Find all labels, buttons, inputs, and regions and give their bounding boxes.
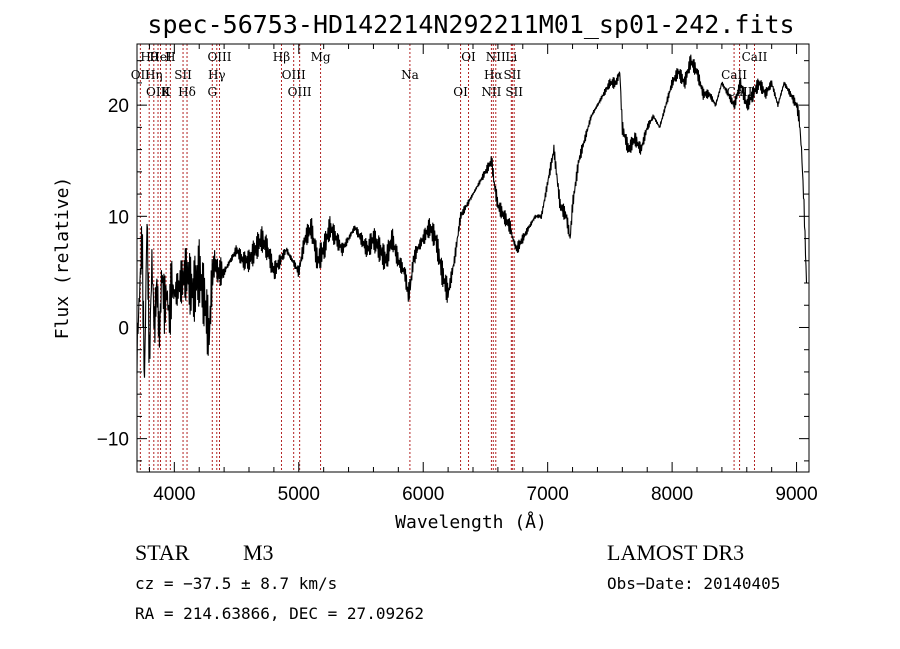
- spectral-line-label: G: [207, 85, 217, 99]
- x-tick-label: 4000: [153, 484, 195, 505]
- spectral-line-label: OIII: [207, 50, 231, 64]
- spectral-line-label: SII: [505, 85, 523, 99]
- coordinates: RA = 214.63866, DEC = 27.09262: [135, 604, 424, 623]
- spectral-line-label: Mg: [311, 50, 331, 64]
- survey-release: LAMOST DR3: [607, 540, 744, 565]
- object-class: STAR: [135, 540, 190, 565]
- spectral-line-label: OIII: [282, 68, 306, 82]
- spectral-line-label: NII: [481, 85, 501, 99]
- x-tick-label: 5000: [278, 484, 320, 505]
- spectral-line-label: SII: [503, 68, 521, 82]
- spectral-line-label: Hα: [484, 68, 503, 82]
- spectral-line-labels: Hθ OII OIII HeI Hη K H SII Hδ OIII Hγ G Hβ OIII OIII Mg…: [131, 50, 768, 99]
- y-tick-label: 0: [118, 318, 129, 339]
- x-tick-label: 7000: [527, 484, 569, 505]
- spectral-line-label: CaII: [742, 50, 768, 64]
- y-tick-label: 20: [108, 96, 129, 117]
- spectral-line-label: Hη: [145, 68, 163, 82]
- spectral-line-label: Li: [505, 50, 517, 64]
- x-axis-label: Wavelength (Å): [395, 511, 547, 533]
- spectral-line-label: OI: [453, 85, 468, 99]
- spectral-line-label: OII: [131, 68, 151, 82]
- spectrum-line: [136, 54, 808, 378]
- spectral-line-label: OI: [461, 50, 476, 64]
- spectral-line-label: Hγ: [208, 68, 226, 82]
- spectral-line-label: H: [165, 50, 175, 64]
- spectral-line-label: Hβ: [273, 50, 290, 64]
- y-tick-label: −10: [97, 430, 129, 451]
- x-tick-label: 8000: [651, 484, 693, 505]
- spectral-line-label: HeI: [149, 50, 172, 64]
- axis-ticks: 4000 5000 6000 7000 8000 9000 −10 0 10 20: [97, 44, 818, 505]
- spectral-line-label: Hθ: [140, 50, 158, 64]
- spectral-line-label: OIII: [288, 85, 312, 99]
- spectral-line-label: K: [162, 85, 172, 99]
- spectral-line-label: Na: [401, 68, 419, 82]
- y-axis-label: Flux (relative): [52, 177, 73, 340]
- spectral-line-label: SII: [174, 68, 192, 82]
- x-tick-label: 9000: [775, 484, 817, 505]
- redshift-velocity: cz = −37.5 ± 8.7 km/s: [135, 574, 337, 593]
- x-tick-label: 6000: [402, 484, 444, 505]
- observation-date: Obs−Date: 20140405: [607, 574, 780, 593]
- spectral-line-label: CaII: [721, 68, 747, 82]
- spectral-line-label: NII: [486, 50, 506, 64]
- spectral-line-label: Hδ: [178, 85, 196, 99]
- plot-frame: [136, 43, 810, 473]
- chart-title: spec-56753-HD142214N292211M01_sp01-242.f…: [147, 10, 794, 39]
- object-subclass: M3: [243, 540, 274, 565]
- y-tick-label: 10: [108, 207, 129, 228]
- spectral-line-label: OIII: [146, 85, 170, 99]
